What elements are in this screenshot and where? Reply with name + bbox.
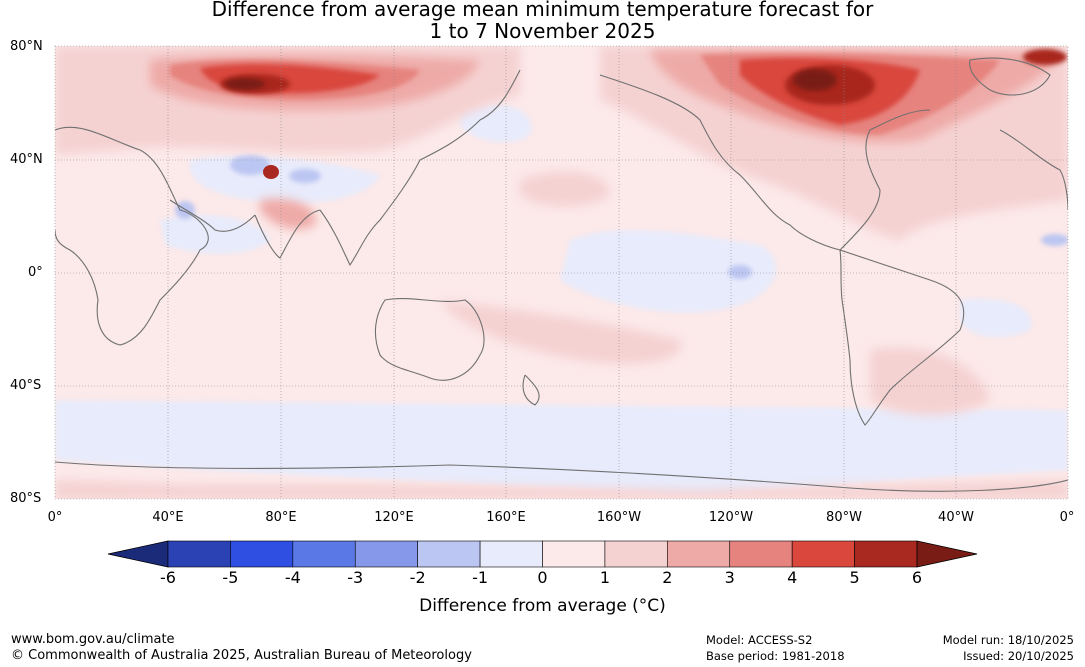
colorbar-tick-label: 4: [787, 568, 798, 587]
map-title-line1: Difference from average mean minimum tem…: [211, 0, 874, 21]
colorbar-tick-label: -3: [347, 568, 364, 587]
colorbar-tick-label: -6: [160, 568, 176, 587]
lat-label-equator: 0°: [28, 265, 43, 280]
coast-north-america-west: [599, 74, 841, 251]
lat-label-40n: 40°N: [10, 152, 43, 167]
footer-model-run: Model run: 18/10/2025: [942, 633, 1074, 647]
coast-india: [254, 209, 321, 259]
footer-issued: Issued: 20/10/2025: [963, 649, 1074, 663]
coastlines: [55, 57, 1068, 492]
colorbar-tick-label: -1: [472, 568, 489, 587]
hot-core-greenland: [1023, 49, 1067, 65]
footer-copyright: © Commonwealth of Australia 2025, Austra…: [11, 648, 472, 663]
lon-label-120e: 120°E: [374, 510, 414, 525]
colorbar-extend-low: [107, 540, 169, 568]
colorbar-tick-label: 2: [662, 568, 673, 587]
cool-core-arabia: [175, 201, 195, 219]
colorbar-segment: [854, 540, 918, 568]
colorbar-tick-label: -4: [284, 568, 301, 587]
extreme-core-canada: [793, 69, 837, 91]
lon-label-80e: 80°E: [265, 510, 297, 525]
cool-core-pacific: [728, 265, 752, 279]
lat-label-40s: 40°S: [10, 378, 42, 393]
coast-new-zealand: [522, 374, 540, 406]
colorbar-segment: [417, 540, 481, 568]
warm-region-pacific: [520, 171, 610, 207]
graticule: [55, 46, 1068, 499]
coast-africa: [55, 126, 209, 346]
map-frame: [54, 45, 1069, 500]
colorbar-segment: [230, 540, 294, 568]
anomaly-field: [55, 46, 1068, 499]
lon-label-40e: 40°E: [152, 510, 184, 525]
colorbar-tick-label: -2: [409, 568, 426, 587]
colorbar-segment: [354, 540, 418, 568]
coast-greenland: [969, 57, 1051, 96]
colorbar-segment: [604, 540, 668, 568]
cool-core-china: [289, 169, 321, 183]
lon-label-80w: 80°W: [826, 510, 862, 525]
colorbar-tick-label: 5: [849, 568, 860, 587]
colorbar-segment: [542, 540, 606, 568]
coast-north-america-east: [839, 109, 931, 251]
lon-label-160e: 160°E: [486, 510, 526, 525]
coast-arabia: [169, 199, 256, 232]
warm-region-south-pacific: [440, 300, 682, 364]
cool-region-central-pacific: [560, 230, 777, 313]
colorbar: [107, 540, 978, 568]
warm-region-south-america: [870, 347, 990, 415]
lat-label-80n: 80°N: [10, 39, 43, 54]
extreme-core-siberia: [225, 78, 265, 90]
coast-antarctica: [55, 461, 1068, 492]
hot-spot-himalaya: [263, 165, 279, 179]
colorbar-segment: [292, 540, 356, 568]
lon-label-160w: 160°W: [596, 510, 642, 525]
colorbar-tick-label: 6: [911, 568, 923, 587]
colorbar-tick-label: 3: [724, 568, 735, 587]
colorbar-segment: [479, 540, 543, 568]
footer-base-period: Base period: 1981-2018: [706, 649, 845, 663]
colorbar-segment: [167, 540, 231, 568]
lon-label-0-right: 0°: [1059, 510, 1075, 525]
coast-australia: [374, 298, 485, 381]
lon-label-40w: 40°W: [938, 510, 974, 525]
colorbar-tick-label: -5: [222, 568, 239, 587]
coast-europe: [999, 129, 1068, 211]
footer-website[interactable]: www.bom.gov.au/climate: [11, 632, 175, 647]
lon-label-120w: 120°W: [708, 510, 754, 525]
colorbar-extend-high: [916, 540, 978, 568]
cool-region-south-atlantic: [960, 298, 1032, 338]
coast-south-america: [839, 249, 965, 426]
cool-region-southern-ocean: [55, 400, 1068, 495]
coast-east-asia: [319, 69, 521, 267]
lon-label-0-left: 0°: [47, 510, 63, 525]
colorbar-segment: [791, 540, 855, 568]
colorbar-segment: [667, 540, 731, 568]
colorbar-segment: [729, 540, 793, 568]
cool-region-north-pacific: [460, 104, 532, 143]
lat-label-80s: 80°S: [10, 491, 42, 506]
cool-core-west-africa: [1041, 234, 1068, 246]
colorbar-tick-label: 1: [599, 568, 610, 587]
map-title-line2: 1 to 7 November 2025: [429, 19, 656, 43]
colorbar-title: Difference from average (°C): [419, 596, 666, 616]
colorbar-tick-label: 0: [537, 568, 548, 587]
footer-model: Model: ACCESS-S2: [706, 633, 813, 647]
warm-region-antarctica: [55, 480, 1068, 499]
